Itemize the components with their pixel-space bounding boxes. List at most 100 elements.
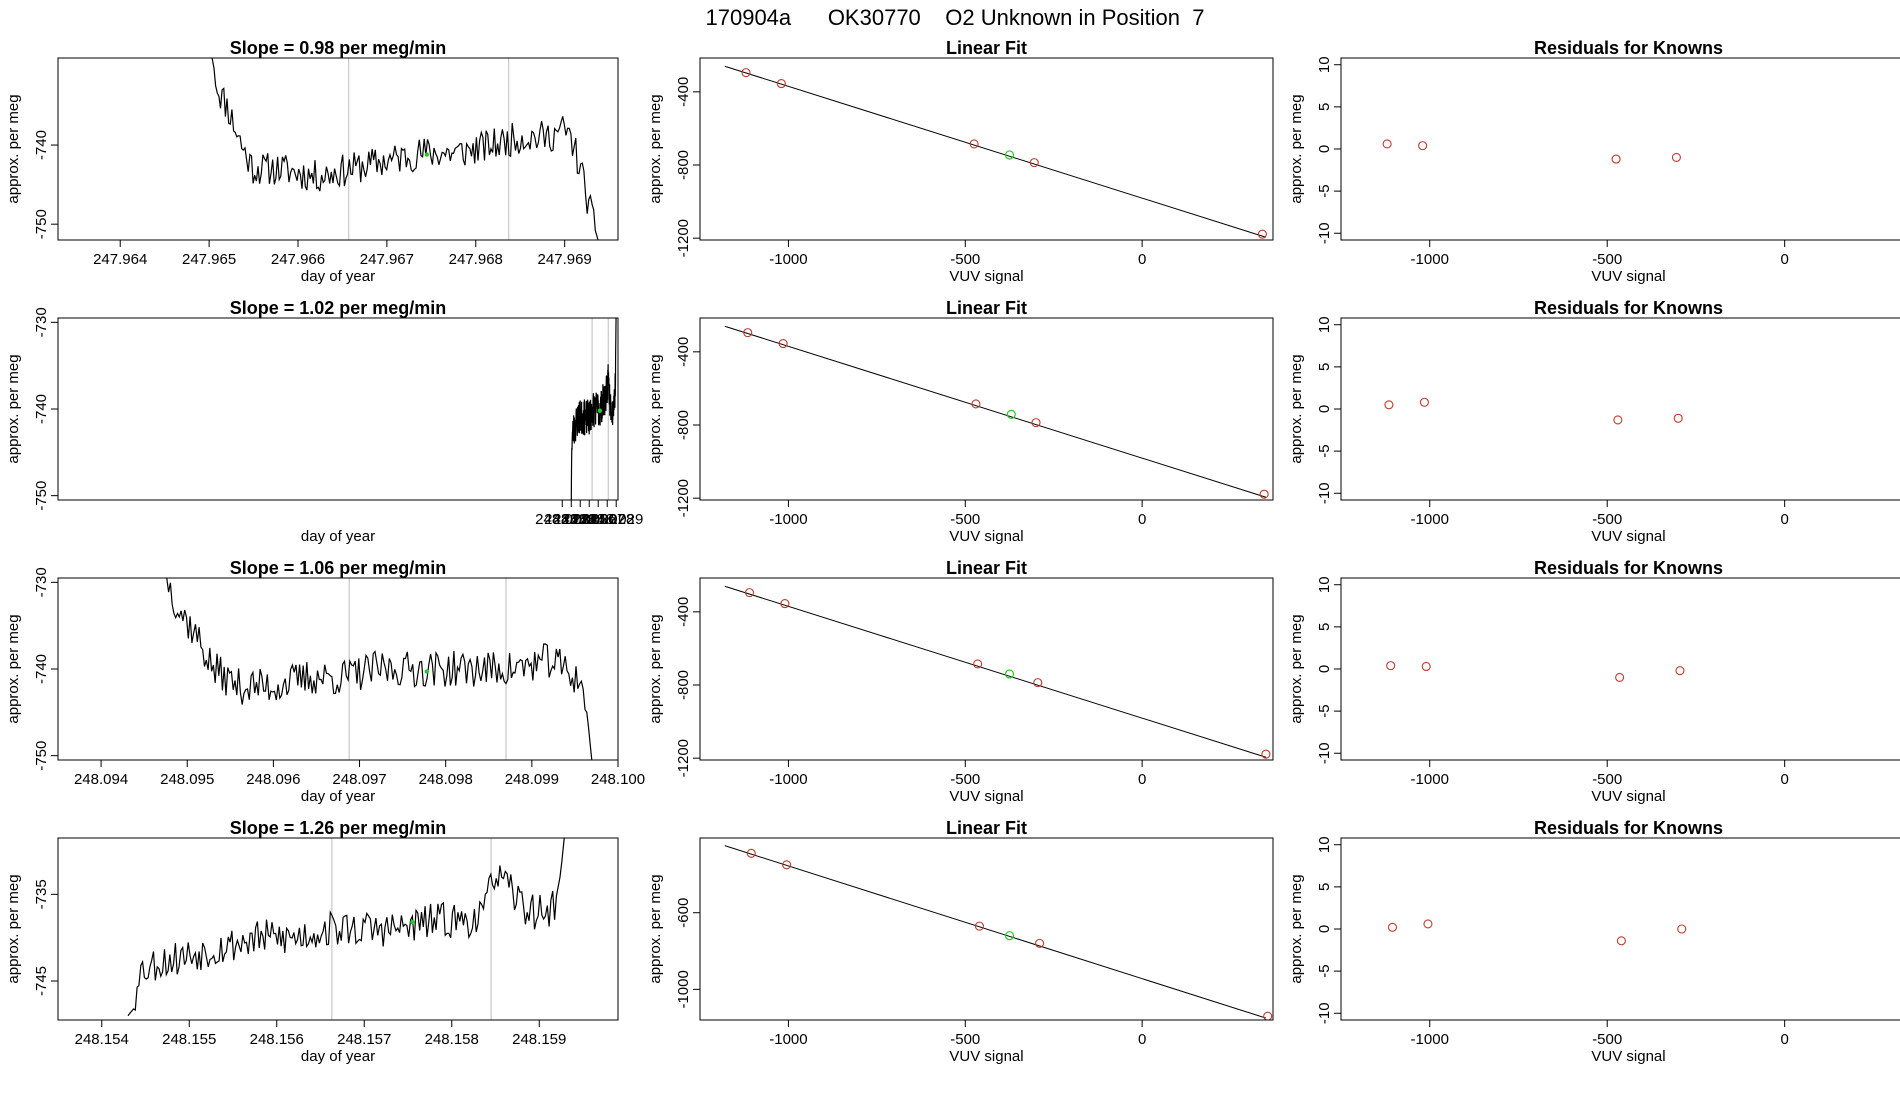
known-point (1423, 919, 1433, 929)
known-point (1263, 1011, 1273, 1020)
x-tick-label: 247.964 (93, 251, 147, 268)
panel-fit-2: Linear Fit -1000 -500 0 -400 -800 -1200 VUV sig… (647, 298, 1274, 545)
panel-trace-2: Slope = 1.02 per meg/min 248.023248.02424… (5, 298, 643, 545)
plot-area (127, 838, 565, 1020)
y-tick-label: -400 (675, 77, 692, 107)
x-tick-label: 248.157 (337, 1031, 391, 1048)
x-tick-label: -1000 (769, 511, 807, 528)
panel-resid-2: Residuals for Knowns -1000 -500 0 10 5 0 -5 -10 V… (1288, 298, 1900, 545)
y-tick-label: -800 (675, 150, 692, 180)
x-axis-label: day of year (301, 528, 375, 545)
y-tick-label: -740 (33, 654, 50, 684)
known-point (746, 848, 756, 858)
y-tick-label: -1000 (675, 970, 692, 1008)
x-tick-label: 247.965 (182, 251, 236, 268)
known-point (1421, 661, 1431, 672)
y-axis-label: approx. per meg (647, 354, 664, 463)
fit-line (724, 65, 1267, 238)
panel-title: Residuals for Knowns (1534, 38, 1723, 58)
y-tick-label: -735 (33, 879, 50, 909)
known-point (1035, 938, 1045, 948)
y-axis-label: approx. per meg (1288, 354, 1305, 463)
y-tick-label: -10 (1316, 1002, 1333, 1024)
known-point (1671, 152, 1681, 162)
known-point (1029, 158, 1039, 168)
known-point (1257, 229, 1267, 239)
unknown-point (424, 152, 430, 157)
y-tick-label: 5 (1316, 883, 1333, 891)
y-tick-label: -745 (33, 966, 50, 996)
x-tick-label: 0 (1781, 511, 1789, 528)
known-point (1382, 139, 1392, 149)
panel-fit-4: Linear Fit -1000 -500 0 -600 -1000 VUV signal a… (647, 818, 1274, 1065)
y-tick-label: -740 (33, 130, 50, 160)
plot-frame (57, 57, 619, 241)
panel-title: Slope = 0.98 per meg/min (230, 38, 447, 58)
unknown-point (597, 408, 603, 413)
panel-trace-3: Slope = 1.06 per meg/min 248.094 248.095 24… (5, 558, 645, 805)
unknown-point (424, 669, 429, 674)
plot-frame (1340, 837, 1900, 1021)
x-tick-label: -1000 (769, 251, 807, 268)
panel-title: Slope = 1.26 per meg/min (230, 818, 447, 838)
y-axis-label: approx. per meg (5, 874, 22, 983)
y-axis-label: approx. per meg (5, 354, 22, 463)
x-tick-label: -1000 (1411, 511, 1449, 528)
y-tick-label: -1200 (675, 479, 692, 517)
figure-title: 170904a OK30770 O2 Unknown in Position 7 (706, 5, 1205, 30)
known-point (1261, 749, 1271, 759)
x-tick-label: -500 (950, 771, 980, 788)
plot-area (1387, 919, 1687, 946)
y-tick-label: 10 (1316, 836, 1333, 853)
plot-area (724, 325, 1269, 499)
known-point (1387, 922, 1398, 932)
x-tick-label: -1000 (769, 771, 807, 788)
known-point (1616, 936, 1626, 946)
x-tick-label: -500 (1592, 1031, 1622, 1048)
known-point (1677, 924, 1687, 934)
panel-fit-3: Linear Fit -1000 -500 0 -400 -800 -1200 VUV sig… (647, 558, 1274, 805)
unknown-point (410, 919, 415, 925)
x-axis-label: VUV signal (1591, 528, 1665, 545)
x-tick-label: 248.159 (512, 1031, 566, 1048)
x-tick-label: -1000 (769, 1031, 807, 1048)
x-axis-label: VUV signal (949, 528, 1023, 545)
panel-trace-1: Slope = 0.98 per meg/min 247.964 247.965 24… (5, 38, 619, 285)
panel-title: Linear Fit (946, 558, 1027, 578)
panel-grid: Slope = 0.98 per meg/min 247.964 247.965 24… (5, 38, 1900, 1065)
known-point (1418, 141, 1428, 151)
y-axis-label: approx. per meg (5, 94, 22, 203)
x-tick-label: -1000 (1411, 771, 1449, 788)
y-tick-label: 10 (1316, 56, 1333, 73)
x-tick-label: 0 (1138, 511, 1146, 528)
known-point (973, 659, 983, 669)
y-tick-label: -5 (1316, 184, 1333, 197)
y-axis-label: approx. per meg (1288, 874, 1305, 983)
x-tick-label: -500 (950, 1031, 980, 1048)
x-tick-label: 0 (1138, 771, 1146, 788)
y-tick-label: -5 (1316, 704, 1333, 717)
y-tick-label: 5 (1316, 623, 1333, 631)
plot-frame (1340, 317, 1900, 501)
y-axis-label: approx. per meg (1288, 94, 1305, 203)
y-tick-label: -5 (1316, 964, 1333, 977)
y-tick-label: -800 (675, 410, 692, 440)
y-tick-label: -600 (675, 898, 692, 928)
y-tick-label: 0 (1316, 405, 1333, 413)
panel-resid-3: Residuals for Knowns -1000 -500 0 10 5 0 -5 -10 V… (1288, 558, 1900, 805)
known-point (1033, 678, 1043, 688)
known-point (1259, 489, 1269, 499)
series-line (165, 578, 593, 760)
plot-frame (57, 317, 619, 501)
x-tick-label: 248.099 (505, 771, 559, 788)
y-tick-label: -750 (33, 209, 50, 239)
x-tick-label: -1000 (1411, 251, 1449, 268)
panel-resid-4: Residuals for Knowns -1000 -500 0 10 5 0 -5 -10 V… (1288, 818, 1900, 1065)
x-tick-label: 248.029 (589, 511, 643, 528)
x-tick-label: 247.967 (360, 251, 414, 268)
y-tick-label: -800 (675, 670, 692, 700)
y-axis-label: approx. per meg (647, 614, 664, 723)
plot-frame (57, 577, 619, 761)
y-tick-label: -5 (1316, 444, 1333, 457)
